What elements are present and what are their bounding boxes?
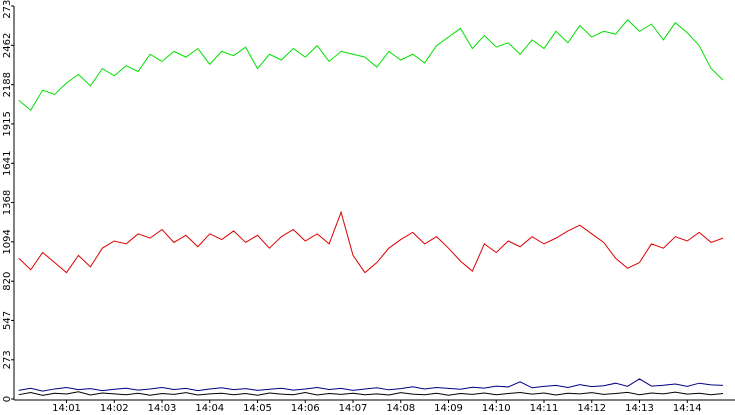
y-tick-label: 0	[2, 396, 13, 402]
x-tick-label: 14:02	[100, 403, 129, 414]
y-tick-label: 2736	[2, 0, 13, 19]
series-line	[18, 378, 724, 392]
x-tick-label: 14:09	[434, 403, 463, 414]
y-tick-label: 1094	[2, 229, 13, 254]
x-tick-label: 14:08	[386, 403, 415, 414]
x-tick-label: 14:13	[625, 403, 654, 414]
y-tick-label: 1915	[2, 111, 13, 136]
y-tick-label: 1368	[2, 190, 13, 215]
y-tick-label: 2188	[2, 72, 13, 97]
x-tick-label: 14:06	[291, 403, 320, 414]
x-tick-label: 14:03	[148, 403, 177, 414]
series-line	[18, 210, 724, 274]
y-tick-label: 547	[2, 311, 13, 330]
x-tick-label: 14:14	[673, 403, 702, 414]
x-tick-label: 14:01	[52, 403, 81, 414]
y-tick-label: 820	[2, 272, 13, 291]
y-tick-label: 273	[2, 350, 13, 369]
x-tick-label: 14:10	[482, 403, 511, 414]
series-line	[18, 391, 724, 396]
series-line	[18, 19, 724, 112]
x-tick-label: 14:11	[530, 403, 559, 414]
x-tick-label: 14:12	[577, 403, 606, 414]
y-tick-label: 2462	[2, 33, 13, 58]
x-tick-label: 14:07	[339, 403, 368, 414]
x-tick-label: 14:04	[195, 403, 224, 414]
y-tick-label: 1641	[2, 151, 13, 176]
x-tick-label: 14:05	[243, 403, 272, 414]
